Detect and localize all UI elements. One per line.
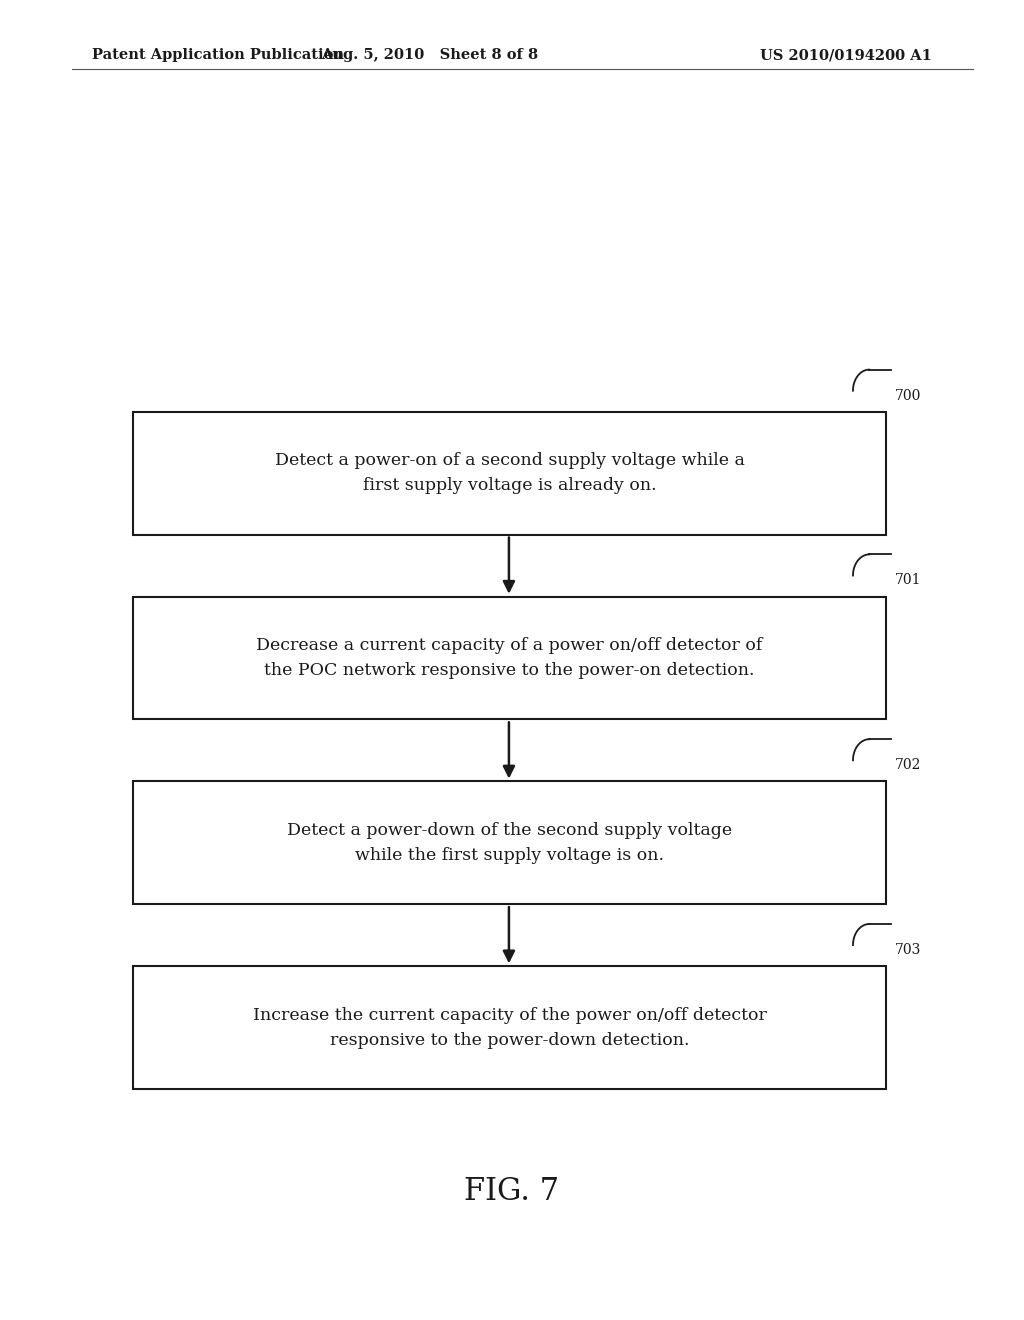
Text: US 2010/0194200 A1: US 2010/0194200 A1 xyxy=(760,49,932,62)
Bar xyxy=(133,597,886,719)
Text: Patent Application Publication: Patent Application Publication xyxy=(92,49,344,62)
Text: Decrease a current capacity of a power on/off detector of
the POC network respon: Decrease a current capacity of a power o… xyxy=(256,638,763,678)
Text: 702: 702 xyxy=(895,758,922,772)
Bar xyxy=(133,781,886,904)
Text: 701: 701 xyxy=(895,573,922,587)
Text: 703: 703 xyxy=(895,942,922,957)
Bar xyxy=(133,412,886,535)
Text: Detect a power-on of a second supply voltage while a
first supply voltage is alr: Detect a power-on of a second supply vol… xyxy=(274,453,744,494)
Text: 700: 700 xyxy=(895,388,922,403)
Bar xyxy=(133,966,886,1089)
Text: FIG. 7: FIG. 7 xyxy=(465,1176,559,1208)
Text: Aug. 5, 2010   Sheet 8 of 8: Aug. 5, 2010 Sheet 8 of 8 xyxy=(322,49,539,62)
Text: Detect a power-down of the second supply voltage
while the first supply voltage : Detect a power-down of the second supply… xyxy=(287,822,732,863)
Text: Increase the current capacity of the power on/off detector
responsive to the pow: Increase the current capacity of the pow… xyxy=(253,1007,766,1048)
